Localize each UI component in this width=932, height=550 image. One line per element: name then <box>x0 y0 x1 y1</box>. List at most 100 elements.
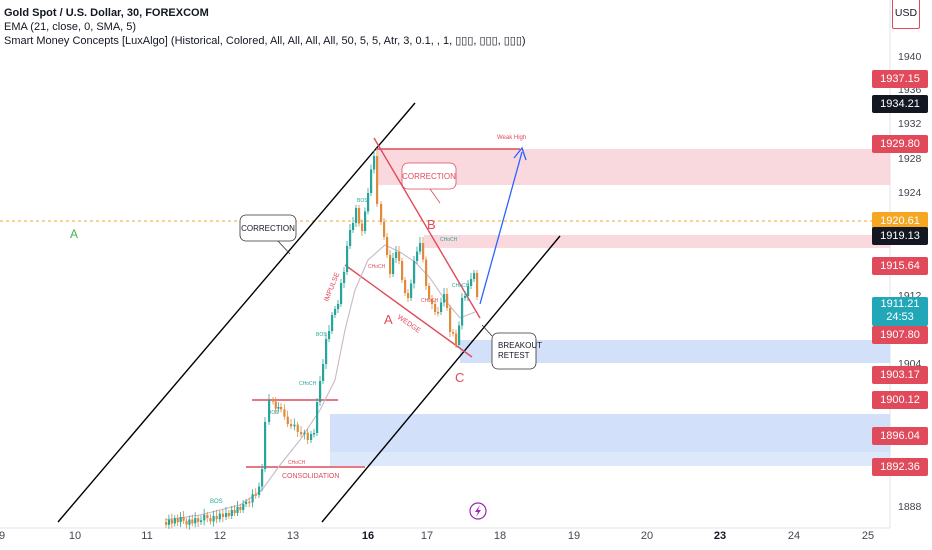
price-tick: 1924 <box>898 187 922 199</box>
candle <box>188 519 191 525</box>
candle <box>443 294 446 303</box>
candle <box>370 169 373 193</box>
price-label[interactable]: 1907.80 <box>872 326 928 344</box>
candle <box>428 286 431 299</box>
candle <box>182 517 185 521</box>
candle <box>331 315 334 331</box>
impulse-label: IMPULSE <box>323 271 341 302</box>
channel-upper-line[interactable] <box>57 102 416 523</box>
demand-zone-lower-tail <box>330 452 890 466</box>
candle <box>185 520 188 525</box>
candle <box>458 325 461 345</box>
candle <box>337 304 340 309</box>
candle <box>398 252 401 261</box>
date-tick-bold: 23 <box>713 530 727 542</box>
channel-lower-line[interactable] <box>321 235 561 523</box>
price-label-current[interactable]: 1911.21 24:53 <box>872 297 928 326</box>
candle <box>167 519 171 525</box>
candle <box>449 308 452 332</box>
callout-correction-left-text: CORRECTION <box>241 224 295 233</box>
candle <box>212 515 215 522</box>
price-label[interactable]: 1937.15 <box>872 70 928 88</box>
target-arrow[interactable] <box>479 151 523 305</box>
candle <box>225 513 228 517</box>
wave-b-label: B <box>427 217 436 232</box>
candle <box>422 243 425 260</box>
demand-zone-lower <box>330 414 890 452</box>
candle <box>194 518 197 524</box>
date-tick: 19 <box>567 530 581 542</box>
candle <box>413 261 416 284</box>
candle <box>215 515 218 520</box>
choch-tag: CHoCH <box>299 381 317 387</box>
candle <box>300 432 303 435</box>
candle <box>334 309 337 315</box>
price-label[interactable]: 1892.36 <box>872 458 928 476</box>
callout-correction-top[interactable]: CORRECTION <box>401 162 457 204</box>
candle <box>218 513 221 520</box>
candle <box>303 432 306 435</box>
callout-breakout-retest[interactable]: BREAKOUT RETEST <box>481 324 542 370</box>
price-tick: 1888 <box>898 501 922 513</box>
candle <box>191 519 194 524</box>
current-price-value: 1911.21 <box>880 298 920 310</box>
bos-tag: BOS <box>357 198 368 204</box>
lightning-icon[interactable] <box>469 502 487 520</box>
candle <box>230 510 233 516</box>
callout-breakout-line2: RETEST <box>498 351 530 360</box>
price-label[interactable]: 1929.80 <box>872 135 928 153</box>
candle <box>254 494 257 496</box>
date-tick: 24 <box>787 530 801 542</box>
smc-indicator-label[interactable]: Smart Money Concepts [LuxAlgo] (Historic… <box>4 35 526 47</box>
candle <box>376 156 379 204</box>
candle <box>361 223 364 231</box>
candle <box>310 434 313 440</box>
candle <box>410 283 413 298</box>
weak-high-label: Weak High <box>497 135 526 141</box>
ema-indicator-label[interactable]: EMA (21, close, 0, SMA, 5) <box>4 21 137 33</box>
price-label[interactable]: 1920.61 <box>872 212 928 230</box>
chart-legend: Gold Spot / U.S. Dollar, 30, FOREXCOM EM… <box>4 6 526 48</box>
candle <box>367 193 370 212</box>
candle <box>261 469 264 487</box>
date-tick: 20 <box>640 530 654 542</box>
price-label[interactable]: 1934.21 <box>872 95 928 113</box>
candle <box>165 522 168 525</box>
date-tick: 25 <box>861 530 875 542</box>
price-label[interactable]: 1900.12 <box>872 391 928 409</box>
price-tick: 1932 <box>898 118 922 130</box>
candle <box>251 494 254 503</box>
candle <box>380 204 383 222</box>
candle <box>242 504 245 510</box>
bar-countdown: 24:53 <box>886 311 914 323</box>
candle <box>358 208 361 224</box>
callout-correction-left[interactable]: CORRECTION <box>239 214 297 255</box>
candle <box>467 286 470 296</box>
candle <box>464 296 467 298</box>
price-label[interactable]: 1903.17 <box>872 366 928 384</box>
choch-tag: CHoCH <box>421 298 439 304</box>
wedge-upper-line[interactable] <box>373 137 481 319</box>
supply-zone-lower <box>424 235 890 248</box>
target-arrow-head <box>513 146 527 161</box>
candle <box>209 518 212 522</box>
demand-zone-upper <box>460 340 890 363</box>
wedge-lower-line[interactable] <box>344 264 473 358</box>
candle <box>401 261 404 280</box>
candle <box>283 409 286 417</box>
candle <box>328 331 331 339</box>
candle <box>272 400 275 402</box>
date-tick: 12 <box>213 530 227 542</box>
callout-correction-top-text: CORRECTION <box>402 172 456 181</box>
candle <box>173 518 176 524</box>
price-label[interactable]: 1915.64 <box>872 257 928 275</box>
candle <box>419 243 422 252</box>
candle <box>200 520 203 522</box>
symbol-title[interactable]: Gold Spot / U.S. Dollar, 30, FOREXCOM <box>4 7 209 19</box>
currency-button[interactable]: USD <box>892 0 920 29</box>
price-label[interactable]: 1919.13 <box>872 227 928 245</box>
candle <box>239 507 242 510</box>
price-label[interactable]: 1896.04 <box>872 427 928 445</box>
